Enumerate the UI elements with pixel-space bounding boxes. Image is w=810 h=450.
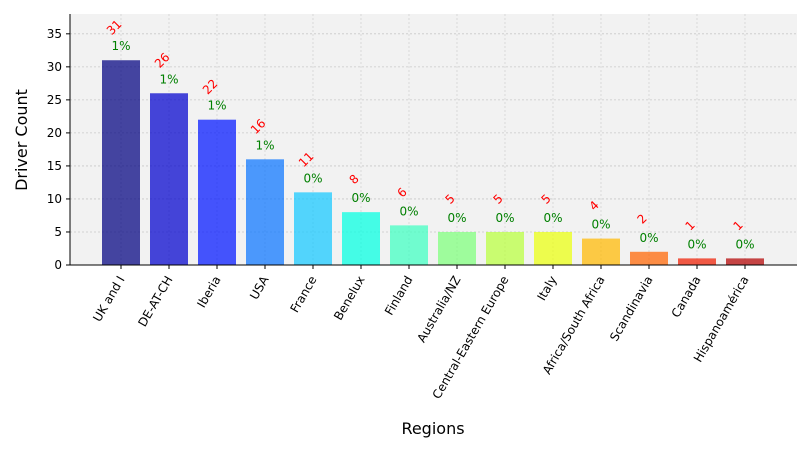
- x-tick-label: Benelux: [331, 274, 367, 323]
- bar: [294, 192, 332, 265]
- bar-percent-label: 1%: [111, 39, 130, 53]
- bar-percent-label: 1%: [255, 138, 274, 152]
- bar: [150, 93, 188, 266]
- bar: [390, 225, 428, 265]
- x-tick-label: UK and I: [90, 274, 127, 325]
- bar-percent-label: 0%: [543, 211, 562, 225]
- bar-percent-label: 0%: [687, 237, 706, 251]
- x-tick-label: USA: [247, 273, 272, 302]
- bar: [630, 251, 668, 265]
- x-axis-ticks: UK and I DE-AT-CH Iberia USA France Benelux Fi…: [90, 265, 752, 401]
- bar-percent-label: 1%: [207, 99, 226, 113]
- bar: [246, 159, 284, 265]
- bar-percent-label: 0%: [399, 204, 418, 218]
- y-tick-label: 20: [47, 126, 62, 140]
- y-tick-label: 25: [47, 93, 62, 107]
- bar-percent-label: 0%: [591, 218, 610, 232]
- y-tick-label: 15: [47, 159, 62, 173]
- x-tick-label: Finland: [382, 274, 416, 318]
- bar: [534, 231, 572, 265]
- bar-percent-label: 0%: [447, 211, 466, 225]
- x-tick-label: Canada: [669, 274, 704, 321]
- x-axis-title: Regions: [401, 419, 464, 438]
- bar: [198, 119, 236, 266]
- bar: [582, 238, 620, 265]
- y-axis-title: Driver Count: [12, 89, 31, 191]
- y-tick-label: 5: [54, 225, 62, 239]
- x-tick-label: Australia/NZ: [414, 274, 463, 345]
- y-tick-label: 35: [47, 27, 62, 41]
- bar-percent-label: 0%: [495, 211, 514, 225]
- x-tick-label: France: [288, 274, 320, 316]
- y-tick-label: 30: [47, 60, 62, 74]
- x-tick-label: Iberia: [194, 274, 223, 311]
- y-tick-label: 10: [47, 192, 62, 206]
- x-tick-label: Scandinavia: [607, 274, 656, 344]
- x-tick-label: Italy: [534, 274, 559, 304]
- bar: [342, 212, 380, 265]
- bar: [438, 231, 476, 265]
- bar-percent-label: 0%: [351, 191, 370, 205]
- y-axis-ticks: 0 5 10 15 20 25 30 35: [47, 27, 70, 272]
- bar: [678, 258, 716, 265]
- bar-percent-label: 0%: [735, 237, 754, 251]
- bar-percent-label: 0%: [303, 171, 322, 185]
- y-tick-label: 0: [54, 258, 62, 272]
- bars: [102, 60, 764, 266]
- x-tick-label: Hispanoamérica: [691, 274, 752, 365]
- plot-area: [70, 14, 797, 265]
- bar: [486, 231, 524, 265]
- x-tick-label: DE-AT-CH: [135, 274, 175, 330]
- bar: [102, 60, 140, 265]
- bar: [726, 258, 764, 265]
- bar-percent-label: 0%: [639, 231, 658, 245]
- bar-percent-label: 1%: [159, 72, 178, 86]
